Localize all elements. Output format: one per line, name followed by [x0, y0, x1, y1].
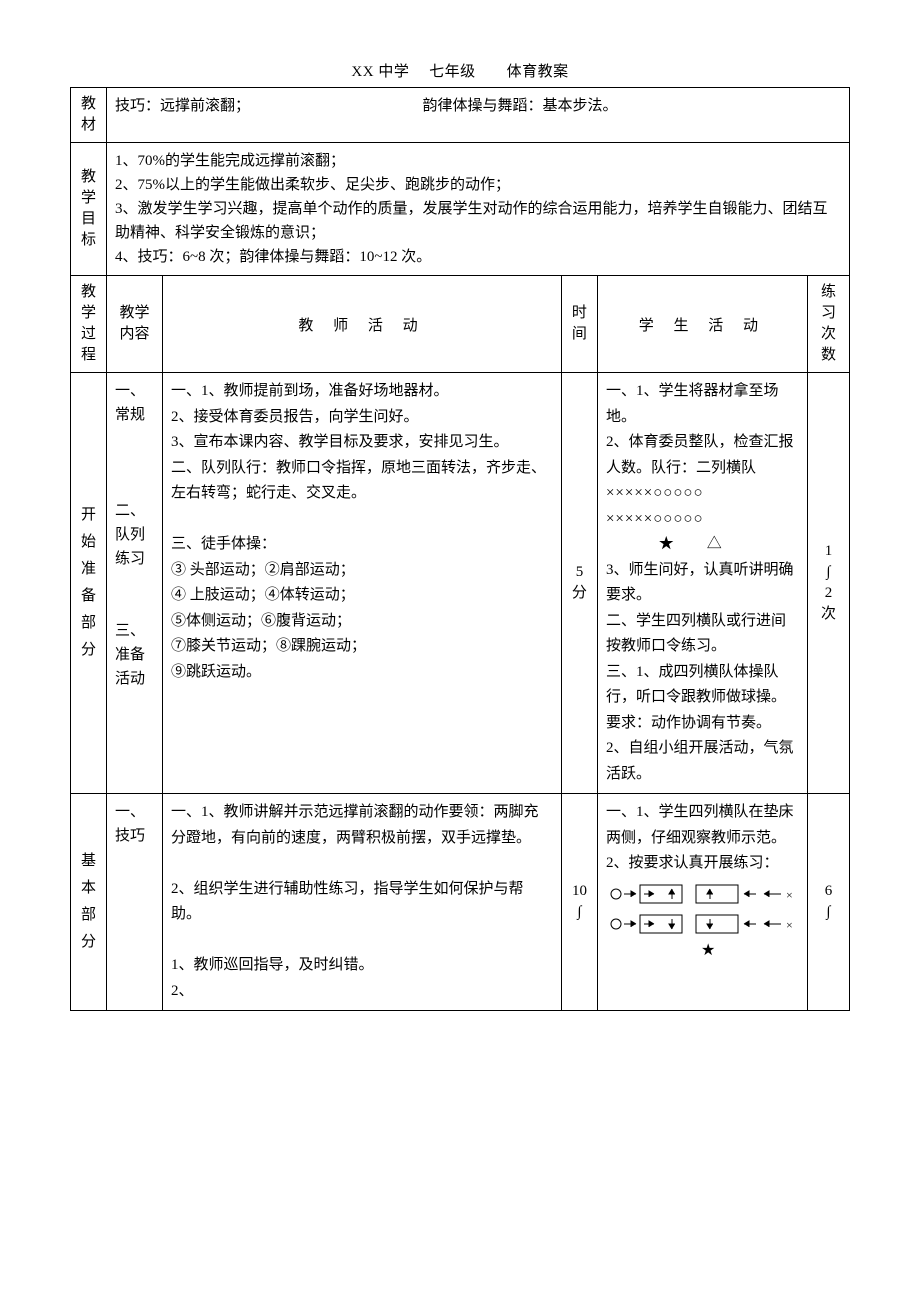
label-material: 教材 [71, 88, 107, 143]
s1-student: 一、1、学生将器材拿至场地。 2、体育委员整队，检查汇报人数。队行：二列横队 ×… [597, 373, 807, 794]
s2-content: 一、技巧 [107, 794, 163, 1011]
s1-teacher: 一、1、教师提前到场，准备好场地器材。 2、接受体育委员报告，向学生问好。 3、… [163, 373, 562, 794]
s2-time: 10 ∫ [561, 794, 597, 1011]
hdr-student: 学 生 活 动 [597, 276, 807, 373]
s1-count: 1 ∫ 2 次 [807, 373, 849, 794]
s1-process: 开始准备部分 [71, 373, 107, 794]
svg-text:★: ★ [701, 942, 715, 959]
hdr-teacher: 教 师 活 动 [163, 276, 562, 373]
s2-student-pre: 一、1、学生四列横队在垫床两侧，仔细观察教师示范。 2、按要求认真开展练习： [606, 800, 799, 877]
s1-content: 一、常规 二、队列 练习 三、准备 活动 [107, 373, 163, 794]
row-section-1: 开始准备部分 一、常规 二、队列 练习 三、准备 活动 一、1、教师提前到场，准… [71, 373, 850, 794]
s2-student: 一、1、学生四列横队在垫床两侧，仔细观察教师示范。 2、按要求认真开展练习： × [597, 794, 807, 1011]
cell-goal: 1、70%的学生能完成远撑前滚翻； 2、75%以上的学生能做出柔软步、足尖步、跑… [107, 143, 850, 276]
row-header: 教学过程 教学内容 教 师 活 动 时间 学 生 活 动 练习次数 [71, 276, 850, 373]
s1-student-post: 3、师生问好，认真听讲明确要求。 二、学生四列横队或行进间按教师口令练习。 三、… [606, 558, 799, 788]
lesson-plan-table: 教材 技巧：远撑前滚翻； 韵律体操与舞蹈：基本步法。 教学目标 1、70%的学生… [70, 87, 850, 1011]
hdr-count: 练习次数 [807, 276, 849, 373]
s1-formation-symbols: ×××××○○○○○ ×××××○○○○○ ★ △ [606, 481, 799, 558]
row-goal: 教学目标 1、70%的学生能完成远撑前滚翻； 2、75%以上的学生能做出柔软步、… [71, 143, 850, 276]
page-title: XX 中学 七年级 体育教案 [70, 60, 850, 81]
svg-text:×: × [786, 918, 793, 932]
s2-process: 基本部分 [71, 794, 107, 1011]
s1-student-pre: 一、1、学生将器材拿至场地。 2、体育委员整队，检查汇报人数。队行：二列横队 [606, 379, 799, 481]
hdr-process: 教学过程 [71, 276, 107, 373]
hdr-time: 时间 [561, 276, 597, 373]
s2-formation-diagram: × × ★ [606, 879, 806, 959]
cell-material: 技巧：远撑前滚翻； 韵律体操与舞蹈：基本步法。 [107, 88, 850, 143]
svg-text:×: × [786, 888, 793, 902]
s2-count: 6 ∫ [807, 794, 849, 1011]
s1-time: 5 分 [561, 373, 597, 794]
hdr-content: 教学内容 [107, 276, 163, 373]
row-material: 教材 技巧：远撑前滚翻； 韵律体操与舞蹈：基本步法。 [71, 88, 850, 143]
row-section-2: 基本部分 一、技巧 一、1、教师讲解并示范远撑前滚翻的动作要领：两脚充分蹬地，有… [71, 794, 850, 1011]
s2-teacher: 一、1、教师讲解并示范远撑前滚翻的动作要领：两脚充分蹬地，有向前的速度，两臂积极… [163, 794, 562, 1011]
label-goal: 教学目标 [71, 143, 107, 276]
